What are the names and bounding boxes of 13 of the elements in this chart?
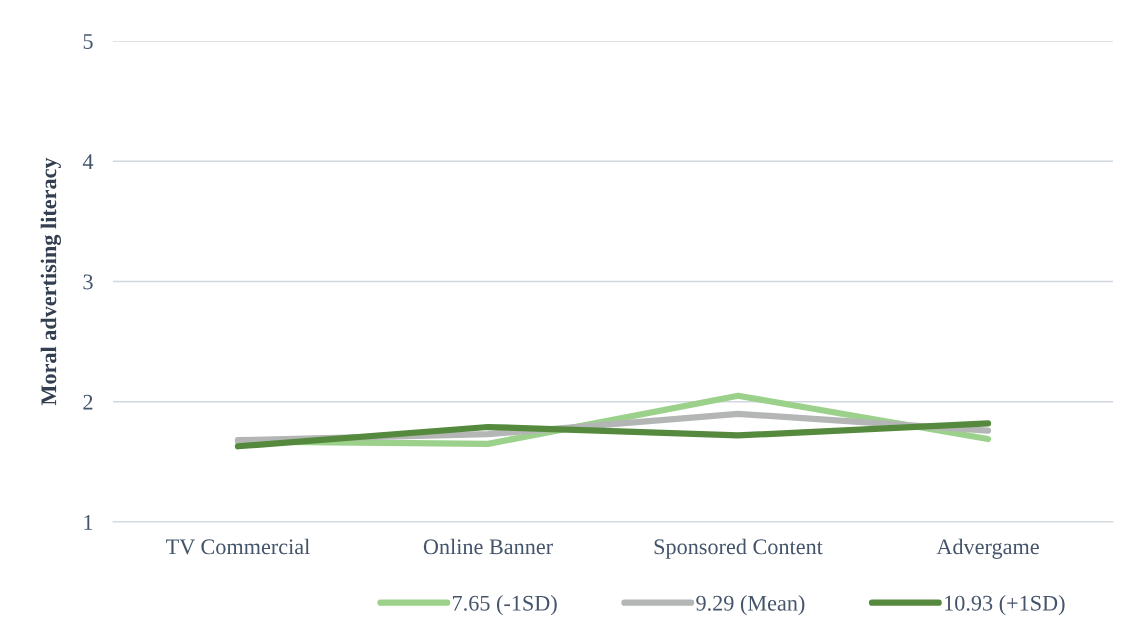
y-tick-label: 2 [83,394,93,410]
y-tick-label: 1 [84,515,93,530]
legend-label: 9.29 (Mean) [696,595,805,616]
x-tick-label: TV Commercial [166,538,310,555]
y-tick-label: 4 [82,154,94,169]
y-axis-title: Moral advertising literacy [40,157,61,406]
legend-label: 7.65 (-1SD) [453,595,557,616]
y-tick-label: 5 [83,34,93,49]
y-tick-label: 3 [83,274,93,290]
x-tick-label: Online Banner [423,538,553,555]
x-tick-label: Sponsored Content [654,538,823,559]
legend-label: 10.93 (+1SD) [945,595,1065,616]
x-tick-label: Advergame [936,538,1039,559]
